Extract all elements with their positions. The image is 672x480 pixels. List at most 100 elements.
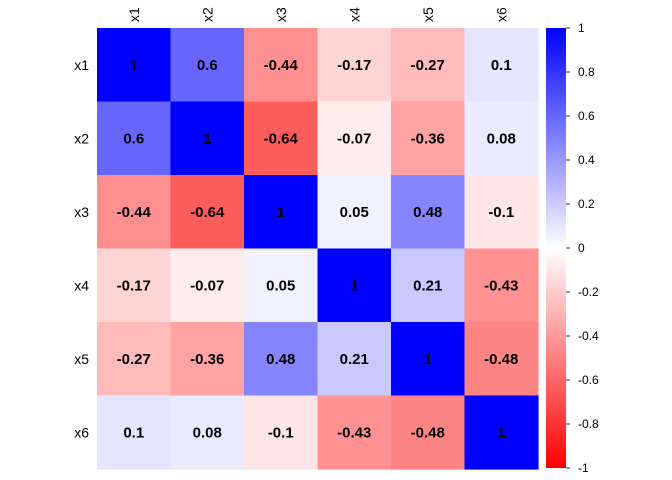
heatmap-cell-x1-x4 [317, 28, 392, 103]
cell-value-label: 0.6 [123, 130, 144, 147]
heatmap-cell-x2-x5 [391, 101, 466, 176]
heatmap-cell-x4-x1 [97, 248, 172, 323]
cell-value-label: -0.44 [117, 204, 152, 221]
cell-value-label: -0.1 [488, 204, 514, 221]
row-label-x5: x5 [74, 351, 89, 367]
cell-value-label: -0.27 [411, 57, 445, 74]
colorbar-tick-label: 0.2 [578, 197, 595, 211]
heatmap-cell-x4-x4 [317, 248, 392, 323]
heatmap-cell-x5-x6 [464, 322, 539, 397]
heatmap-cell-x6-x6 [464, 395, 539, 470]
cell-value-label: 1 [497, 424, 505, 441]
cell-value-label: -0.48 [411, 424, 445, 441]
cell-value-label: -0.17 [337, 57, 371, 74]
colorbar-tick-label: -0.6 [578, 373, 599, 387]
heatmap-cell-x1-x6 [464, 28, 539, 103]
colorbar-tick-label: -0.8 [578, 417, 599, 431]
column-label-x3: x3 [273, 7, 289, 22]
heatmap-cell-x3-x4 [317, 175, 392, 250]
cell-value-label: 0.08 [193, 424, 222, 441]
cell-value-label: 1 [277, 204, 285, 221]
heatmap-cell-x1-x1 [97, 28, 172, 103]
row-label-x2: x2 [74, 130, 89, 146]
cell-value-label: -0.43 [484, 277, 518, 294]
heatmap-cell-x4-x2 [170, 248, 245, 323]
cell-value-label: 0.6 [197, 57, 218, 74]
column-labels: x1 x2 x3 x4 x5 x6 [126, 7, 510, 22]
heatmap-cell-x6-x1 [97, 395, 172, 470]
cell-value-label: 0.21 [340, 351, 369, 368]
heatmap-cell-x6-x4 [317, 395, 392, 470]
heatmap-cell-x3-x2 [170, 175, 245, 250]
cell-value-label: -0.64 [264, 130, 299, 147]
cell-value-label: -0.64 [190, 204, 225, 221]
cell-value-label: 1 [130, 57, 138, 74]
cell-value-label: 0.05 [340, 204, 369, 221]
row-labels: x1 x2 x3 x4 x5 x6 [74, 57, 89, 441]
heatmap-cell-x6-x3 [244, 395, 319, 470]
column-label-x2: x2 [199, 7, 215, 22]
heatmap-cell-x4-x5 [391, 248, 466, 323]
colorbar-tick-label: 1 [578, 21, 585, 35]
colorbar-tick-label: 0.4 [578, 153, 595, 167]
column-label-x5: x5 [420, 7, 436, 22]
colorbar-tick-label: -0.2 [578, 285, 599, 299]
row-label-x6: x6 [74, 424, 89, 440]
cell-value-label: 0.48 [266, 351, 295, 368]
cell-value-label: -0.07 [190, 277, 224, 294]
colorbar-tick-label: -0.4 [578, 329, 599, 343]
heatmap-cell-x2-x1 [97, 101, 172, 176]
colorbar-tick-label: -1 [578, 461, 589, 475]
heatmap-cell-x1-x2 [170, 28, 245, 103]
heatmap-cell-x5-x2 [170, 322, 245, 397]
heatmap-cell-x3-x5 [391, 175, 466, 250]
cell-value-label: 0.1 [491, 57, 512, 74]
heatmap-cell-x4-x3 [244, 248, 319, 323]
cell-value-label: -0.36 [411, 130, 445, 147]
cell-value-label: -0.27 [117, 351, 151, 368]
heatmap-cell-x2-x4 [317, 101, 392, 176]
cell-value-label: 1 [350, 277, 358, 294]
row-label-x1: x1 [74, 57, 89, 73]
heatmap-cell-x1-x5 [391, 28, 466, 103]
heatmap-cell-x5-x5 [391, 322, 466, 397]
column-label-x1: x1 [126, 7, 142, 22]
colorbar-tick-label: 0.6 [578, 109, 595, 123]
cell-value-label: 0.21 [413, 277, 442, 294]
colorbar [546, 28, 566, 468]
cell-value-label: -0.1 [268, 424, 294, 441]
cell-value-label: -0.07 [337, 130, 371, 147]
cell-value-label: -0.36 [190, 351, 224, 368]
cell-value-label: 0.05 [266, 277, 295, 294]
heatmap-cells [97, 28, 539, 470]
heatmap-cell-x3-x6 [464, 175, 539, 250]
cell-value-label: 1 [203, 130, 211, 147]
colorbar-tick-label: 0.8 [578, 65, 595, 79]
cell-value-label: 0.08 [487, 130, 516, 147]
heatmap-cell-x6-x5 [391, 395, 466, 470]
cell-value-label: -0.43 [337, 424, 371, 441]
heatmap-cell-x6-x2 [170, 395, 245, 470]
heatmap-cell-x1-x3 [244, 28, 319, 103]
heatmap-cell-x3-x3 [244, 175, 319, 250]
heatmap-cell-labels: 1 0.6 -0.44 -0.17 -0.27 0.1 0.6 1 -0.64 -0.07 -0.3… [117, 57, 519, 442]
row-label-x4: x4 [74, 277, 89, 293]
column-label-x6: x6 [493, 7, 509, 22]
colorbar-ticks: 1 0.8 0.6 0.4 0.2 0 -0.2 -0.4 -0.6 -0.8 -1 [566, 21, 599, 475]
cell-value-label: -0.48 [484, 351, 518, 368]
heatmap-cell-x5-x1 [97, 322, 172, 397]
cell-value-label: 0.1 [123, 424, 144, 441]
heatmap-cell-x2-x6 [464, 101, 539, 176]
heatmap-cell-x2-x2 [170, 101, 245, 176]
cell-value-label: 1 [424, 351, 432, 368]
column-label-x4: x4 [346, 7, 362, 22]
heatmap-cell-x2-x3 [244, 101, 319, 176]
row-label-x3: x3 [74, 204, 89, 220]
cell-value-label: -0.17 [117, 277, 151, 294]
cell-value-label: 0.48 [413, 204, 442, 221]
colorbar-tick-label: 0 [578, 241, 585, 255]
cell-value-label: -0.44 [264, 57, 299, 74]
heatmap-cell-x4-x6 [464, 248, 539, 323]
heatmap-cell-x3-x1 [97, 175, 172, 250]
